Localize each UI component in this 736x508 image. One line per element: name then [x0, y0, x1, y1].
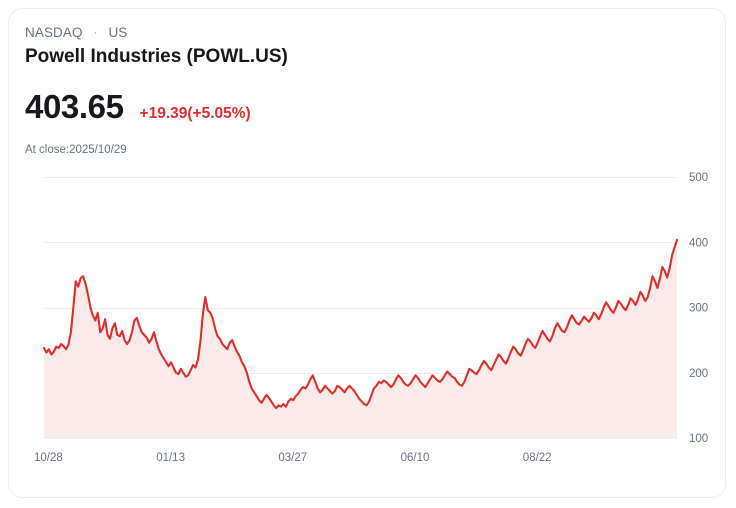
- x-axis-tick-label: 08/22: [523, 452, 552, 464]
- exchange-row: NASDAQ · US: [25, 23, 665, 42]
- page-title: Powell Industries (POWL.US): [25, 46, 288, 67]
- grid-lines: [44, 177, 677, 439]
- y-axis-tick-label: 200: [689, 368, 708, 380]
- x-axis-tick-label: 10/28: [34, 452, 63, 464]
- price-change: +19.39(+5.05%): [139, 105, 251, 122]
- price-row: 403.65 +19.39(+5.05%): [25, 88, 665, 126]
- price-line: [42, 238, 679, 410]
- x-axis-tick-label: 01/13: [156, 452, 185, 464]
- region-label: US: [108, 25, 128, 40]
- stock-quote-card: NASDAQ · US Powell Industries (POWL.US) …: [8, 8, 726, 498]
- x-axis-tick-label: 06/10: [401, 452, 430, 464]
- y-axis-labels: 100 200 300 400 500: [689, 172, 708, 445]
- x-axis-labels: 10/28 01/13 03/27 06/10 08/22: [34, 452, 552, 464]
- exchange-label: NASDAQ: [25, 25, 83, 40]
- y-axis-tick-label: 100: [689, 433, 708, 445]
- quote-header: NASDAQ · US Powell Industries (POWL.US) …: [25, 23, 665, 158]
- y-axis-tick-label: 500: [689, 172, 708, 184]
- market-status: At close:2025/10/29: [25, 144, 127, 156]
- separator-dot: ·: [93, 25, 98, 39]
- x-axis-tick-label: 03/27: [278, 452, 307, 464]
- y-axis-tick-label: 300: [689, 303, 708, 315]
- y-axis-tick-label: 400: [689, 237, 708, 249]
- price-area-fill: [44, 239, 677, 438]
- current-price: 403.65: [25, 88, 124, 125]
